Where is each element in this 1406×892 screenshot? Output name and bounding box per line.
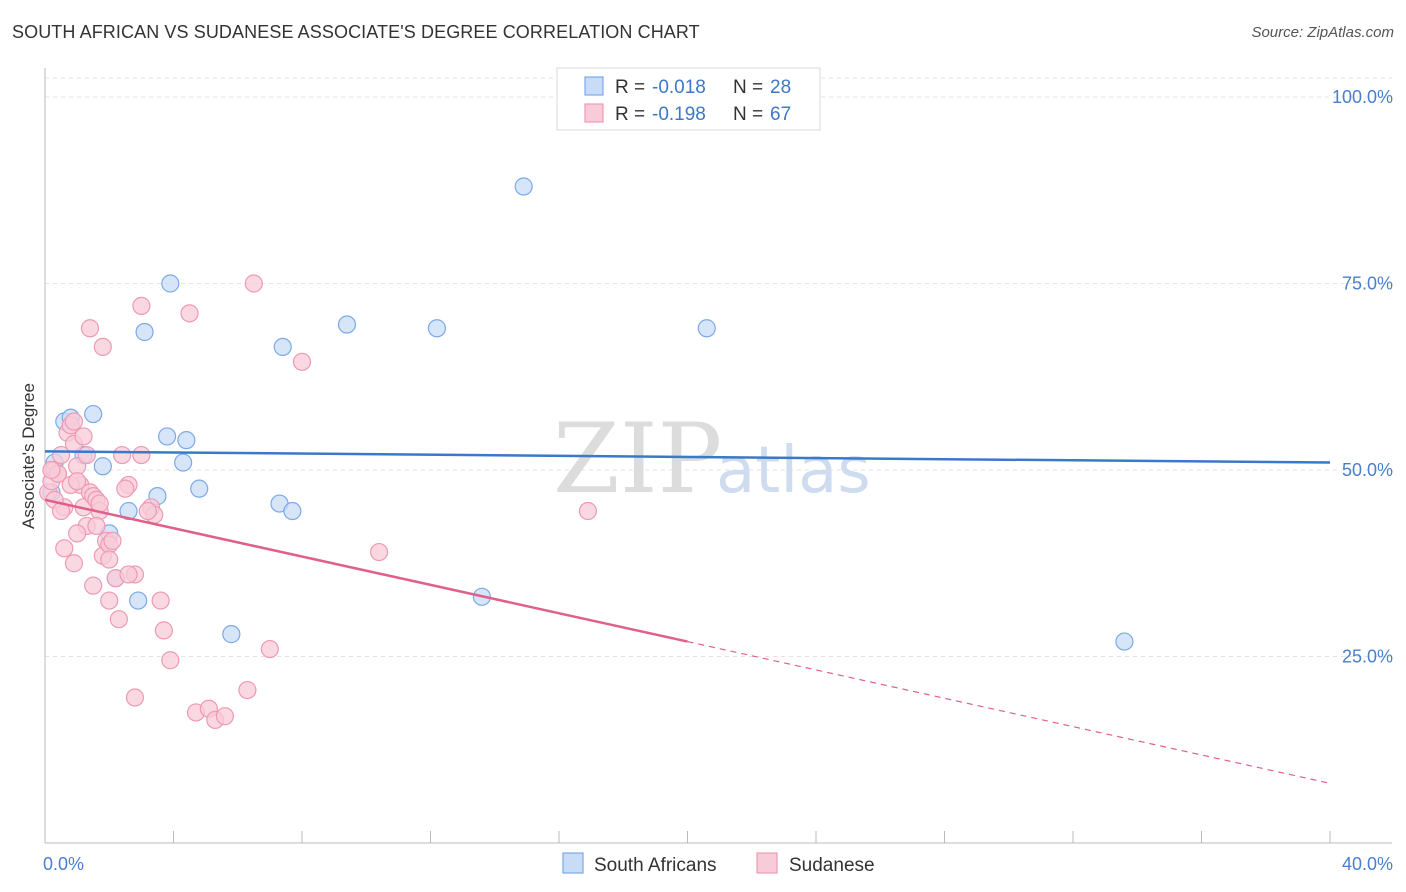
point-sudanese: [64, 554, 84, 573]
watermark-zip: ZIP: [553, 403, 722, 515]
bottom-legend: South Africans Sudanese: [562, 852, 875, 876]
x-tick-label: 40.0%: [1342, 854, 1393, 874]
watermark: ZIP atlas: [553, 403, 871, 515]
point-sudanese: [119, 565, 138, 584]
point-south-africans: [273, 337, 292, 357]
point-sudanese: [112, 445, 132, 465]
legend-n-label-1: N =: [733, 77, 763, 98]
grid-lines: [45, 77, 1392, 657]
y-tick-label: 50.0%: [1342, 460, 1393, 480]
legend-n-value-1: 28: [770, 77, 791, 98]
point-south-africans: [222, 625, 241, 644]
trend-sudanese-extension: [687, 640, 1331, 784]
point-sudanese: [215, 707, 234, 726]
bottom-legend-sudanese: Sudanese: [789, 855, 875, 876]
trend-south-africans: [44, 450, 1331, 464]
legend-swatch-south-africans: [584, 76, 604, 96]
point-south-africans: [157, 427, 177, 446]
point-sudanese: [260, 639, 279, 659]
point-sudanese: [64, 412, 84, 431]
point-south-africans: [427, 319, 447, 338]
point-sudanese: [132, 296, 151, 315]
point-south-africans: [1115, 632, 1134, 651]
point-sudanese: [292, 352, 312, 371]
point-south-africans: [84, 404, 103, 424]
point-sudanese: [87, 516, 106, 536]
point-sudanese: [125, 688, 145, 707]
legend-r-label-2: R =: [615, 104, 645, 125]
bottom-legend-swatch-sudanese: [756, 852, 778, 874]
point-south-africans: [337, 315, 357, 334]
point-sudanese: [116, 479, 135, 498]
legend-swatch-sudanese: [584, 103, 604, 123]
y-tick-label: 75.0%: [1342, 274, 1393, 294]
point-south-africans: [161, 274, 180, 293]
point-sudanese: [80, 319, 100, 338]
point-sudanese: [103, 531, 122, 550]
point-sudanese: [100, 591, 119, 610]
point-sudanese: [42, 460, 61, 480]
axes: [44, 68, 1392, 844]
point-sudanese: [138, 501, 157, 521]
bottom-legend-swatch-south-africans: [562, 852, 584, 874]
point-south-africans: [135, 322, 154, 342]
point-south-africans: [93, 457, 112, 476]
point-sudanese: [370, 542, 389, 562]
legend-r-value-1: -0.018: [652, 77, 706, 98]
watermark-atlas: atlas: [716, 434, 871, 508]
point-sudanese: [109, 610, 128, 629]
point-sudanese: [74, 427, 93, 446]
point-south-africans: [129, 591, 148, 610]
point-south-africans: [177, 431, 196, 450]
point-sudanese: [100, 550, 119, 569]
point-south-africans: [697, 319, 716, 338]
point-south-africans: [190, 479, 209, 498]
point-sudanese: [132, 445, 151, 465]
trend-sudanese: [44, 498, 688, 643]
data-points: [39, 177, 1134, 730]
point-sudanese: [77, 445, 96, 465]
legend: R = -0.018 N = 28 R = -0.198 N = 67: [556, 67, 821, 131]
y-tick-label: 25.0%: [1342, 647, 1393, 667]
point-sudanese: [238, 680, 257, 700]
chart-title: SOUTH AFRICAN VS SUDANESE ASSOCIATE'S DE…: [12, 22, 700, 42]
x-tick-label: 0.0%: [43, 854, 84, 874]
y-axis-label: Associate's Degree: [19, 383, 38, 529]
x-tick-labels: 0.0% 40.0%: [43, 854, 1393, 874]
legend-r-value-2: -0.198: [652, 104, 706, 125]
point-sudanese: [161, 651, 180, 670]
legend-n-label-2: N =: [733, 104, 763, 125]
source-label: Source: ZipAtlas.com: [1251, 24, 1394, 41]
trend-lines: [44, 450, 1331, 784]
point-sudanese: [68, 524, 87, 543]
point-sudanese: [68, 472, 87, 491]
point-sudanese: [93, 337, 112, 357]
bottom-legend-south-africans: South Africans: [594, 855, 717, 876]
point-sudanese: [84, 576, 103, 595]
point-sudanese: [578, 501, 598, 521]
point-sudanese: [180, 304, 199, 323]
point-sudanese: [244, 274, 263, 293]
point-sudanese: [151, 591, 170, 610]
y-tick-labels: 25.0% 50.0% 75.0% 100.0%: [1332, 87, 1393, 667]
point-sudanese: [154, 621, 173, 640]
point-south-africans: [174, 453, 193, 472]
point-south-africans: [514, 177, 533, 196]
legend-n-value-2: 67: [770, 104, 791, 125]
point-sudanese: [55, 539, 74, 558]
point-south-africans: [283, 501, 302, 521]
legend-r-label-1: R =: [615, 77, 645, 98]
y-tick-label: 100.0%: [1332, 87, 1393, 107]
